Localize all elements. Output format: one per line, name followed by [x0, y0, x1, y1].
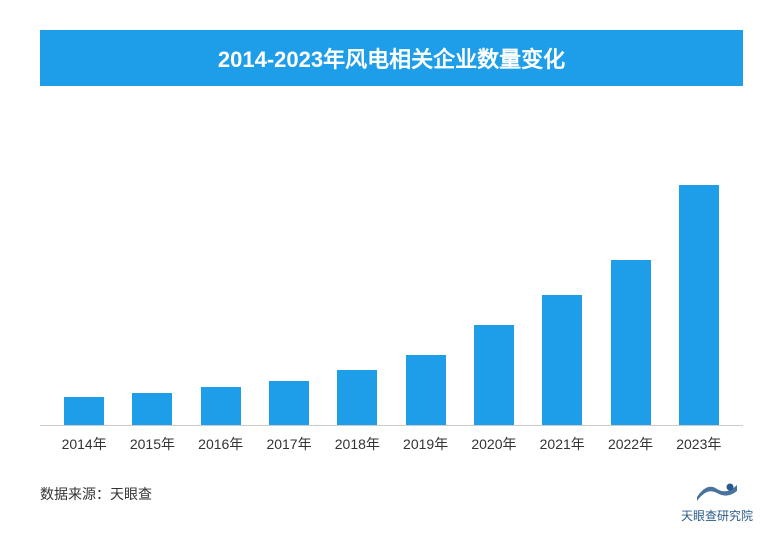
x-axis-label: 2015年 — [118, 434, 186, 454]
bar-wrapper — [596, 260, 664, 425]
logo-icon — [692, 477, 742, 505]
bar-wrapper — [323, 370, 391, 425]
bar — [406, 355, 446, 425]
source-prefix: 数据来源： — [40, 486, 110, 502]
x-axis-label: 2023年 — [665, 434, 733, 454]
bar-wrapper — [391, 355, 459, 425]
bar — [64, 397, 104, 425]
data-source: 数据来源：天眼查 — [40, 484, 743, 504]
chart-title: 2014-2023年风电相关企业数量变化 — [40, 30, 743, 86]
bar-wrapper — [665, 185, 733, 425]
x-axis-label: 2020年 — [460, 434, 528, 454]
bar-chart — [40, 146, 743, 426]
source-name: 天眼查 — [110, 486, 152, 502]
bar-wrapper — [460, 325, 528, 425]
bar — [679, 185, 719, 425]
bar-wrapper — [255, 381, 323, 425]
x-axis-label: 2021年 — [528, 434, 596, 454]
x-axis-label: 2014年 — [50, 434, 118, 454]
bar-wrapper — [187, 387, 255, 425]
x-axis-labels: 2014年2015年2016年2017年2018年2019年2020年2021年… — [40, 426, 743, 454]
x-axis-label: 2022年 — [596, 434, 664, 454]
x-axis-label: 2019年 — [391, 434, 459, 454]
bar — [201, 387, 241, 425]
bar-wrapper — [50, 397, 118, 425]
bar — [337, 370, 377, 425]
bar — [269, 381, 309, 425]
bar — [132, 393, 172, 425]
bar-wrapper — [528, 295, 596, 425]
bar-wrapper — [118, 393, 186, 425]
bar — [474, 325, 514, 425]
logo: 天眼查研究院 — [681, 477, 753, 524]
bar — [611, 260, 651, 425]
x-axis-label: 2016年 — [187, 434, 255, 454]
x-axis-label: 2017年 — [255, 434, 323, 454]
logo-text: 天眼查研究院 — [681, 507, 753, 524]
bar — [542, 295, 582, 425]
x-axis-label: 2018年 — [323, 434, 391, 454]
